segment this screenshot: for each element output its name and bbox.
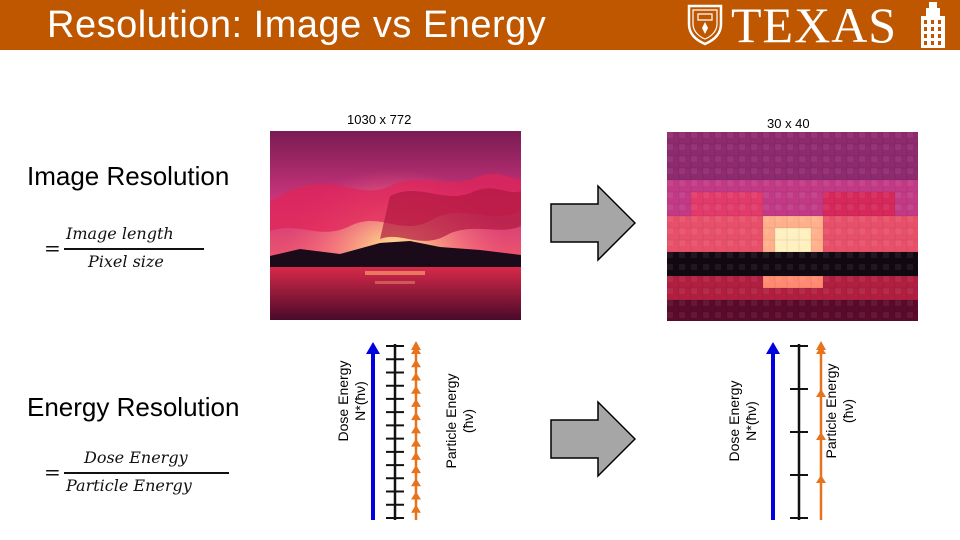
dose-energy-arrow-head [766,342,780,354]
pixelated-resolution-label: 30 x 40 [767,116,810,131]
particle-energy-arrowhead [411,398,421,407]
sunset-photo-original [270,131,521,320]
particle-energy-arrowhead [411,478,421,487]
energy-resolution-formula: = Dose Energy Particle Energy [44,448,244,502]
particle-energy-arrowhead [411,425,421,434]
right-arrow-icon [550,184,637,262]
particle-energy-arrowhead [816,341,826,350]
image-resolution-heading: Image Resolution [27,161,230,191]
particle-energy-unit: (ħν) [460,408,476,434]
particle-energy-arrowhead [411,491,421,500]
formula-fraction-bar [64,248,204,250]
particle-energy-arrowhead [411,465,421,474]
formula-denominator: Particle Energy [66,476,192,495]
dose-energy-text: Dose Energy [726,380,742,462]
sunset-photo-pixelated [667,132,918,321]
brand-wordmark: TEXAS [731,0,898,53]
energy-resolution-heading: Energy Resolution [27,392,240,422]
energy-diagram-left [366,341,421,520]
particle-energy-arrowhead [411,438,421,447]
dose-energy-unit: N*(ħν) [743,401,759,441]
particle-energy-arrowhead [411,412,421,421]
formula-denominator: Pixel size [88,252,164,271]
particle-energy-arrowhead [411,504,421,513]
dose-energy-arrow-head [366,342,380,354]
dose-energy-label-right: Dose Energy N*(ħν) [726,359,762,483]
original-resolution-label: 1030 x 772 [347,112,412,127]
particle-energy-arrowhead [411,372,421,381]
image-resolution-formula: = Image length Pixel size [44,224,214,278]
tower-icon [921,2,945,48]
slide-title: Resolution: Image vs Energy [47,4,547,46]
particle-energy-arrowhead [816,389,826,397]
dose-energy-text: Dose Energy [335,360,351,442]
particle-energy-arrowhead [411,359,421,368]
formula-fraction-bar [64,472,229,474]
particle-energy-unit: (ħν) [840,398,856,424]
formula-equals: = [44,460,61,484]
particle-energy-arrowhead [816,432,826,440]
formula-equals: = [44,236,61,260]
university-seal-icon [687,4,723,46]
particle-energy-arrowhead [411,341,421,350]
header-bar: Resolution: Image vs Energy TEXAS [0,0,960,53]
particle-energy-arrowhead [411,451,421,460]
energy-diagram-right [766,341,826,520]
particle-energy-arrowhead [816,475,826,483]
formula-numerator: Image length [66,224,174,243]
particle-energy-arrowhead [411,385,421,394]
formula-numerator: Dose Energy [84,448,188,467]
right-arrow-icon [550,400,637,478]
